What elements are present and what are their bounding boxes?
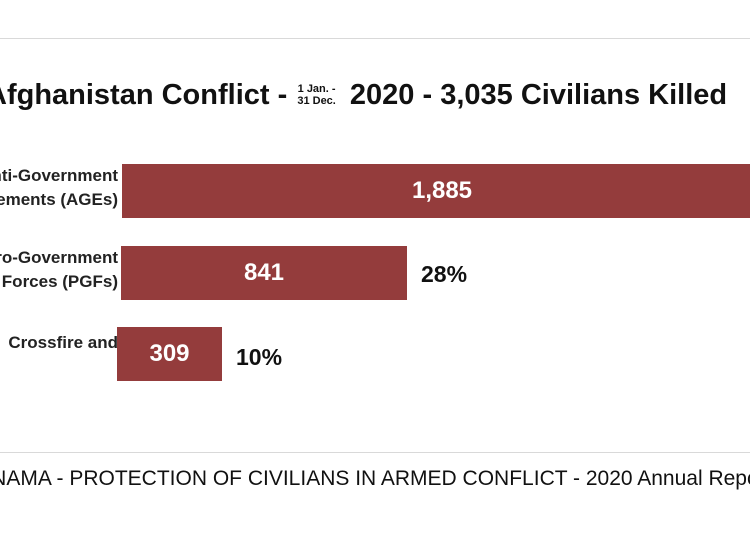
- title-tail: 2020 - 3,035 Civilians Killed: [349, 79, 728, 112]
- category-label-pgfs-line1: Pro-Government: [0, 248, 118, 267]
- bar-crossfire-percent-label: 10%: [236, 344, 283, 370]
- bottom-divider: [0, 452, 750, 453]
- title-lead: Afghanistan Conflict -: [0, 79, 288, 112]
- category-label-crossfire: Crossfire and: [8, 331, 118, 355]
- chart-title: Afghanistan Conflict - 1 Jan. - 31 Dec. …: [0, 74, 727, 115]
- title-date-start: 1 Jan. -: [297, 83, 336, 96]
- title-date-end: 31 Dec.: [297, 95, 336, 108]
- category-label-pgfs: Pro-Government Forces (PGFs): [0, 246, 118, 294]
- category-label-ages: Anti-Government Elements (AGEs): [0, 164, 118, 212]
- title-date-range: 1 Jan. - 31 Dec.: [297, 83, 336, 107]
- category-label-crossfire-line1: Crossfire and: [8, 333, 118, 352]
- bar-pgfs-percent-label: 28%: [421, 261, 468, 287]
- category-label-pgfs-line2: Forces (PGFs): [1, 272, 118, 291]
- bar-crossfire-value-label: 309: [149, 340, 190, 367]
- bar-pgfs-value-label: 841: [243, 259, 285, 286]
- category-label-ages-line1: Anti-Government: [0, 166, 118, 185]
- bar-ages: 1,885: [122, 164, 750, 218]
- category-label-ages-line2: Elements (AGEs): [0, 190, 118, 209]
- source-caption: UNAMA - PROTECTION OF CIVILIANS IN ARMED…: [0, 467, 750, 490]
- bar-crossfire: 309: [117, 327, 222, 381]
- top-divider: [0, 38, 750, 39]
- bar-ages-value-label: 1,885: [411, 177, 473, 204]
- bar-pgfs: 841: [121, 246, 407, 300]
